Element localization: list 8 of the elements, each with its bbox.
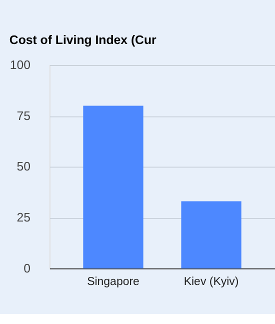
y-tick-label: 75 [16,108,31,123]
y-tick-label: 25 [16,210,31,225]
y-tick-label: 0 [24,261,31,276]
chart-title: Cost of Living Index (Cur [9,32,157,47]
y-tick-label: 50 [16,160,31,174]
x-tick-label: Singapore [87,276,140,288]
y-tick-label: 100 [10,58,31,72]
x-tick-label: Kiev (Kyiv) [184,276,239,288]
